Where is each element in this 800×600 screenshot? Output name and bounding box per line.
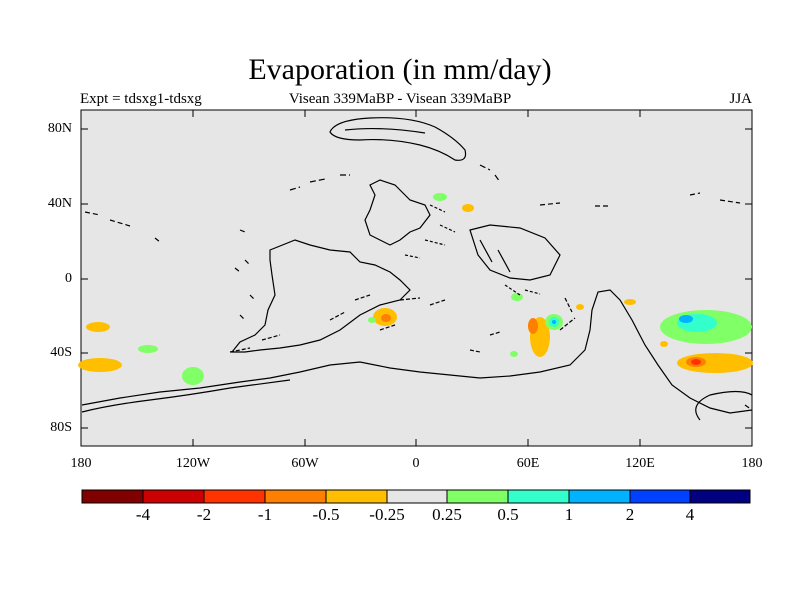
south-continent [81,289,753,414]
anomaly-positive-east [511,293,523,301]
anomaly-positive-atl [368,317,376,323]
anomaly-red-pacific [691,359,701,365]
colorbar-box-5 [325,489,388,504]
xtick-label-60w: 60W [291,456,319,471]
arctic-coast-inner [344,127,426,134]
anomaly-negative-west [86,322,110,332]
map-background [80,109,753,447]
anomaly-negative-small [462,204,474,212]
anomaly-strong-east [528,318,538,334]
anomaly-positive-small [433,193,447,201]
north-continent [364,179,431,246]
anomaly-positive-west [138,345,158,353]
ytick-label-80s: 80S [50,420,72,435]
coastlines [81,117,753,421]
xtick-label-60e: 60E [516,456,540,471]
colorbar-label: -0.25 [369,505,405,524]
colorbar-box-7 [446,489,509,504]
anomaly-negative-sw [78,358,122,372]
main-continent [230,239,411,353]
south-coast-lower [81,379,291,413]
small-islands-east [404,204,541,296]
xtick-label-180e: 180 [741,456,763,471]
anomaly-negative-e4 [660,341,668,347]
colorbar-box-8 [507,489,570,504]
period-label: Visean 339MaBP - Visean 339MaBP [288,91,512,107]
anomaly-positive-east2 [510,351,518,357]
colorbar-label: -0.5 [312,505,340,524]
map-title: Evaporation (in mm/day) [248,53,552,86]
xtick-label-120w: 120W [175,456,211,471]
eastern-continent [469,224,561,281]
arctic-coast [329,117,467,161]
xtick-label-180w: 180 [70,456,92,471]
colorbar-box-3 [203,489,266,504]
xtick-label-120e: 120E [625,456,655,471]
colorbar-label: -2 [196,505,212,524]
colorbar-box-2 [142,489,205,504]
colorbar-label: -4 [135,505,151,524]
ytick-label-80n: 80N [47,121,72,136]
season-label: JJA [729,91,752,107]
anomaly-positive-sw [182,367,204,385]
ytick-label-0: 0 [65,271,72,286]
anomaly-shading [78,193,753,385]
xtick-label-0: 0 [412,456,420,471]
anomaly-blue-pacific [679,315,693,323]
colorbar-label: 1 [564,505,574,524]
colorbar-box-9 [568,489,631,504]
south-islands [229,294,576,353]
colorbar-box-6 [386,489,448,504]
scattered-islands [84,192,753,411]
colorbar-box-1 [81,489,144,504]
colorbar-label: 4 [685,505,695,524]
anomaly-blue-indian [552,320,556,324]
northern-islands [289,164,501,191]
anomaly-negative-e2 [576,304,584,310]
experiment-label: Expt = tdsxg1-tdsxg [80,91,202,107]
colorbar-label: -1 [257,505,273,524]
anomaly-strong-atl [381,314,391,322]
colorbar-label: 2 [625,505,635,524]
colorbar-box-10 [629,489,691,504]
axis-ticks [81,110,752,446]
ytick-label-40s: 40S [50,345,72,360]
colorbar-box-11 [689,489,751,504]
colorbar-label: 0.25 [432,505,462,524]
colorbar-box-4 [264,489,327,504]
eastern-inner-coast [479,239,511,273]
ytick-label-40n: 40N [47,196,72,211]
colorbar-label: 0.5 [497,505,519,524]
anomaly-negative-e3 [624,299,636,305]
colorbar [81,489,751,504]
eastern-loop [695,390,753,421]
